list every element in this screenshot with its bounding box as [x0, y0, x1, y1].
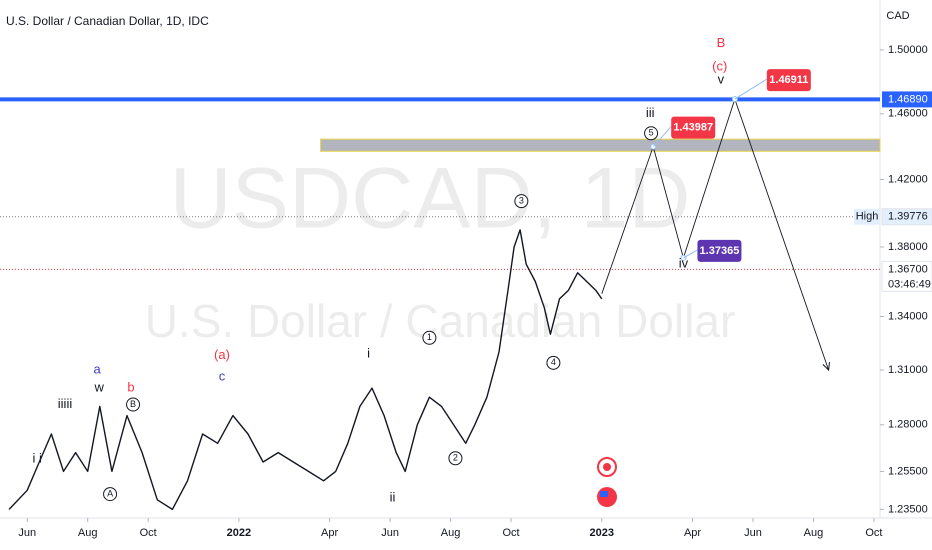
- y-tick-label: 1.25500: [888, 465, 928, 477]
- wave-label: 4: [551, 357, 556, 367]
- x-tick-label: Apr: [684, 527, 701, 539]
- y-tick-label: 1.28000: [888, 419, 928, 431]
- y-tick-label: 1.46000: [888, 108, 928, 120]
- us-flag-canton: [600, 491, 608, 497]
- wave-label: (a): [214, 347, 230, 362]
- x-tick-label: 2022: [227, 527, 251, 539]
- callout-connector: [734, 78, 768, 100]
- x-tick-label: Aug: [804, 527, 824, 539]
- y-tick-label: 1.42000: [888, 173, 928, 185]
- callout-label: 1.37365: [700, 245, 740, 257]
- price-zone: [320, 138, 881, 152]
- bar-countdown: 03:46:49: [888, 278, 931, 290]
- wave-label: b: [127, 380, 134, 395]
- watermark: USDCAD, 1D U.S. Dollar / Canadian Dollar: [145, 151, 736, 347]
- y-tick-label: 1.50000: [888, 44, 928, 56]
- price-path: [8, 229, 603, 511]
- y-tick-label: 1.34000: [888, 310, 928, 322]
- x-tick-label: Jun: [381, 527, 399, 539]
- wave-circle: [448, 451, 463, 466]
- wave-label: w: [93, 380, 104, 395]
- wave-label: 2: [453, 453, 458, 463]
- callout-label: 1.46911: [769, 74, 808, 86]
- price-tag: [882, 91, 932, 108]
- callout-label: 1.43987: [673, 122, 713, 134]
- wave-label: ii: [390, 489, 396, 504]
- callout-connector: [683, 249, 698, 259]
- price-tag-badge: [854, 208, 880, 225]
- x-tick-label: Aug: [78, 527, 98, 539]
- canada-flag-leaf: [603, 463, 611, 471]
- x-tick-label: Apr: [321, 527, 338, 539]
- wave-circle: [546, 355, 561, 370]
- wave-circle: [126, 397, 141, 412]
- watermark-symbol: USDCAD, 1D: [170, 151, 691, 247]
- callout-box: [697, 239, 742, 262]
- x-tick-label: Jun: [18, 527, 36, 539]
- wave-label: A: [107, 488, 113, 498]
- price-tag-label: 1.46890: [888, 93, 928, 105]
- wave-label: iv: [679, 256, 689, 271]
- wave-circle: [514, 194, 529, 209]
- price-tag: [881, 208, 932, 226]
- callout-box: [766, 69, 811, 92]
- callout-box: [671, 116, 716, 139]
- wave-label: i i: [33, 451, 43, 466]
- wave-label: v: [718, 71, 725, 86]
- projection-arrowhead: [822, 362, 830, 372]
- x-tick-label: Jun: [744, 527, 762, 539]
- wave-label: iiiii: [58, 396, 73, 411]
- wave-label: c: [219, 369, 226, 384]
- watermark-description: U.S. Dollar / Canadian Dollar: [145, 295, 736, 347]
- wave-label: a: [93, 361, 101, 376]
- callout-connector: [652, 126, 672, 147]
- wave-label: iii: [646, 105, 655, 120]
- price-tag-name: High: [856, 211, 879, 223]
- x-tick-label: Aug: [441, 527, 461, 539]
- wave-label: (c): [712, 59, 727, 74]
- wave-label: 5: [649, 128, 654, 138]
- wave-label: 1: [427, 332, 432, 342]
- y-tick-label: 1.38000: [888, 241, 928, 253]
- wave-circle: [103, 487, 118, 502]
- wave-label: i: [367, 345, 370, 360]
- x-tick-label: Oct: [140, 527, 157, 539]
- y-tick-label: 1.31000: [888, 364, 928, 376]
- wave-label: B: [717, 35, 726, 50]
- price-tag: [881, 260, 932, 292]
- wave-circle: [644, 126, 659, 141]
- flag-icons: [597, 457, 617, 507]
- price-tag-label: 1.36700: [888, 263, 928, 275]
- x-tick-label: Oct: [865, 527, 882, 539]
- currency-label: CAD: [886, 10, 909, 22]
- x-tick-label: 2023: [590, 527, 614, 539]
- y-tick-label: 1.23500: [888, 503, 928, 515]
- price-tag-label: 1.39776: [888, 211, 928, 223]
- chart-title: U.S. Dollar / Canadian Dollar, 1D, IDC: [6, 14, 209, 28]
- wave-label: 3: [519, 196, 524, 206]
- x-tick-label: Oct: [503, 527, 520, 539]
- wave-label: B: [130, 399, 136, 409]
- wave-circle: [422, 330, 437, 345]
